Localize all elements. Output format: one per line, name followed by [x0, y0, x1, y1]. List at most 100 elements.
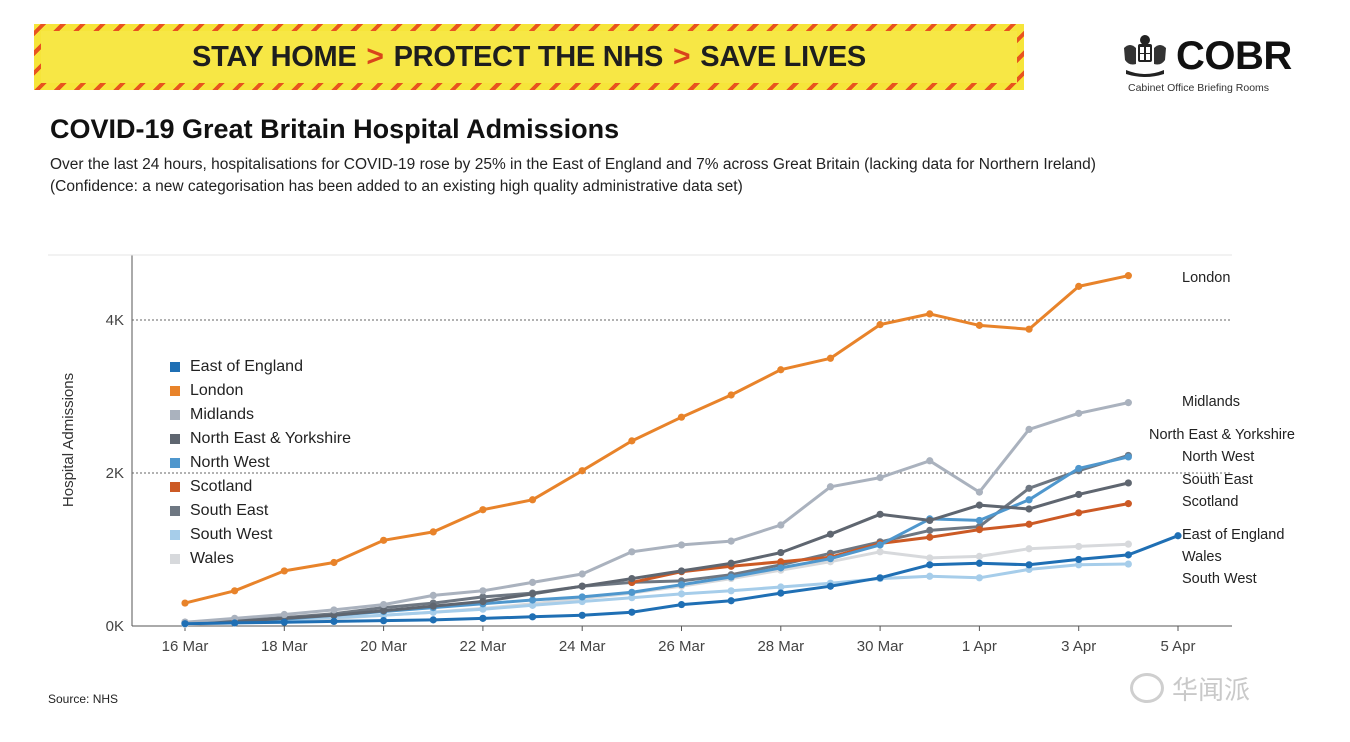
data-point — [876, 510, 884, 518]
data-point — [826, 555, 835, 563]
x-tick-label: 24 Mar — [559, 638, 606, 655]
subtitle-line-2: (Confidence: a new categorisation has be… — [50, 178, 743, 195]
data-point — [727, 559, 735, 567]
legend-label: East of England — [190, 358, 303, 375]
legend-label: North East & Yorkshire — [190, 430, 351, 447]
data-point — [479, 506, 487, 514]
wechat-logo-icon — [1130, 673, 1164, 703]
y-axis-title: Hospital Admissions — [60, 373, 77, 507]
data-point — [727, 537, 735, 545]
data-point — [677, 541, 686, 549]
data-point — [578, 467, 586, 475]
data-point — [777, 583, 785, 591]
data-point — [479, 605, 487, 613]
data-point — [528, 596, 537, 604]
data-point — [777, 521, 785, 529]
data-point — [1075, 282, 1083, 290]
data-point — [479, 614, 487, 622]
data-point — [429, 616, 437, 624]
data-point — [1025, 561, 1033, 569]
data-point — [777, 564, 785, 572]
legend-swatch — [170, 554, 180, 564]
legend-swatch — [170, 434, 180, 444]
data-point — [628, 574, 636, 583]
data-point — [826, 354, 835, 362]
data-point — [479, 587, 487, 595]
end-label: Wales — [1182, 549, 1222, 565]
data-point — [926, 310, 934, 318]
data-point — [727, 587, 735, 595]
data-point — [876, 574, 884, 582]
data-point — [280, 610, 288, 619]
data-point — [1025, 425, 1033, 434]
legend-swatch — [170, 482, 180, 492]
slogan-text: STAY HOME > PROTECT THE NHS > SAVE LIVES — [192, 40, 866, 74]
legend-item: North East & Yorkshire — [170, 427, 351, 451]
legend-swatch — [170, 530, 180, 540]
data-point — [1075, 409, 1083, 417]
data-point — [1124, 479, 1132, 487]
legend-label: Midlands — [190, 406, 255, 423]
data-point — [181, 599, 189, 607]
data-point — [330, 617, 338, 626]
legend-item: Midlands — [170, 403, 351, 427]
data-point — [975, 526, 984, 534]
data-point — [975, 501, 984, 509]
x-tick-label: 22 Mar — [460, 638, 507, 655]
data-point — [1075, 561, 1083, 569]
legend-swatch — [170, 458, 180, 468]
x-tick-label: 26 Mar — [658, 638, 705, 655]
end-label: South West — [1182, 571, 1257, 587]
series-east-of-england — [181, 532, 1182, 628]
y-tick-label: 4K — [106, 312, 124, 329]
data-point — [777, 548, 785, 557]
data-point — [578, 611, 586, 619]
data-point — [926, 561, 934, 569]
series-line — [184, 481, 1129, 625]
legend-swatch — [170, 410, 180, 420]
data-point — [1075, 509, 1083, 517]
data-point — [380, 617, 388, 625]
x-tick-label: 5 Apr — [1160, 638, 1195, 655]
data-point — [578, 582, 586, 590]
data-point — [926, 457, 934, 465]
data-point — [1124, 272, 1132, 280]
data-point — [677, 581, 686, 589]
data-point — [528, 496, 537, 504]
data-point — [181, 620, 189, 628]
data-point — [727, 573, 735, 581]
end-label: Midlands — [1182, 394, 1240, 410]
data-point — [628, 588, 636, 596]
chevron-right-icon: > — [673, 40, 691, 73]
data-point — [578, 570, 586, 578]
x-tick-label: 1 Apr — [962, 638, 997, 655]
data-point — [1025, 325, 1033, 333]
slogan-part-3: SAVE LIVES — [700, 40, 866, 73]
x-tick-label: 20 Mar — [360, 638, 407, 655]
data-point — [826, 582, 835, 590]
series-london — [181, 272, 1132, 607]
data-point — [1124, 500, 1132, 508]
slogan-part-1: STAY HOME — [192, 40, 357, 73]
data-point — [1124, 560, 1132, 568]
legend-label: London — [190, 382, 244, 399]
data-point — [1124, 453, 1132, 461]
page-title: COVID-19 Great Britain Hospital Admissio… — [50, 114, 620, 144]
end-label: Scotland — [1182, 494, 1238, 510]
data-point — [677, 567, 686, 575]
series-line — [184, 562, 1129, 626]
data-point — [231, 619, 239, 627]
data-point — [1075, 555, 1083, 564]
series-midlands — [181, 399, 1132, 626]
watermark: 华闻派 — [1130, 668, 1300, 708]
data-point — [231, 587, 239, 595]
data-point — [528, 601, 537, 609]
data-point — [777, 558, 785, 566]
legend-item: London — [170, 379, 351, 403]
data-point — [826, 483, 835, 491]
data-point — [1075, 490, 1083, 499]
data-point — [1124, 399, 1132, 407]
subtitle-line-1: Over the last 24 hours, hospitalisations… — [50, 156, 1096, 173]
data-point — [876, 548, 884, 556]
data-point — [727, 391, 735, 399]
